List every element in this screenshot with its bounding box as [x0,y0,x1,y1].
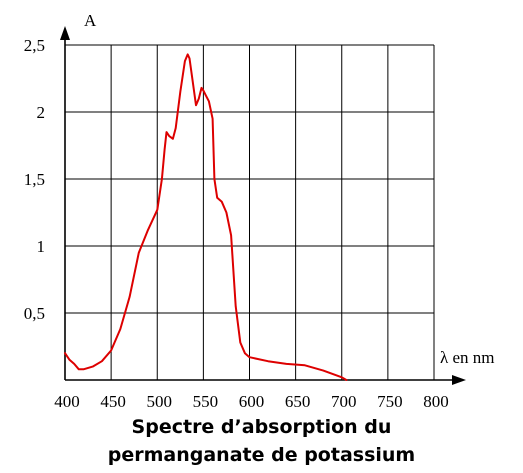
x-tick-label: 600 [239,392,265,411]
y-tick-label: 2,5 [24,36,45,55]
x-axis-arrow [452,375,466,385]
x-tick-label: 550 [193,392,219,411]
x-tick-label: 400 [54,392,80,411]
axes [60,26,466,385]
absorbance-line [64,53,348,381]
y-tick-label: 2 [37,103,46,122]
y-tick-labels: 0,5 1 1,5 2 2,5 [24,36,45,323]
y-axis-arrow [60,26,70,40]
x-tick-label: 500 [147,392,173,411]
x-tick-label: 750 [377,392,403,411]
chart-title-line-2: permanganate de potassium [107,444,416,466]
y-axis-label: A [84,11,97,30]
x-tick-labels: 400 450 500 550 600 650 700 750 800 [54,392,449,411]
y-tick-label: 1 [37,237,46,256]
x-tick-label: 800 [423,392,449,411]
y-tick-label: 1,5 [24,170,45,189]
x-tick-label: 650 [285,392,311,411]
chart-title: Spectre d’absorption du permanganate de … [0,413,523,469]
y-tick-label: 0,5 [24,304,45,323]
x-axis-label: λ en nm [440,348,495,367]
x-tick-label: 450 [100,392,126,411]
x-tick-label: 700 [331,392,357,411]
grid [65,44,435,380]
chart-title-line-1: Spectre d’absorption du [131,416,392,438]
